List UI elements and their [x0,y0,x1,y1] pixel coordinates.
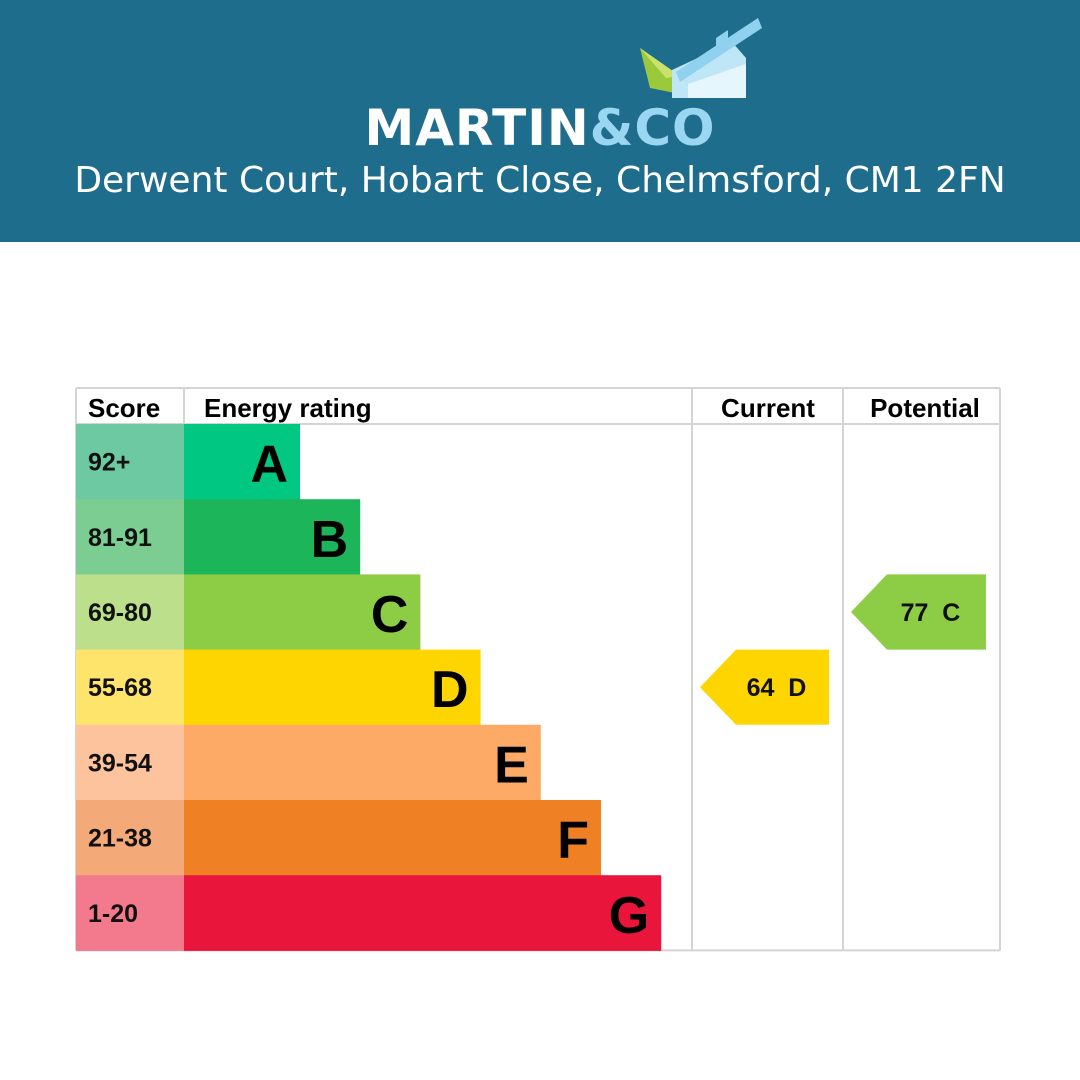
potential-rating-arrow-shape [851,574,986,650]
band-letter: E [494,736,529,794]
band-row-e: 39-54 E [76,724,541,801]
band-letter: F [557,812,589,870]
column-headers: Score Energy rating Current Potential [88,393,980,423]
score-cell [76,424,184,500]
house-logo-icon [640,18,762,98]
score-label: 39-54 [88,749,152,777]
score-label: 92+ [88,449,130,477]
score-cell [76,499,184,575]
score-label: 81-91 [88,524,152,552]
header-score: Score [88,393,160,423]
score-cell [76,574,184,651]
brand-logo-text: MARTIN&CO [0,96,1080,160]
band-letter: C [371,586,409,644]
score-label: 1-20 [88,900,138,928]
brand-ampersand: & [589,99,635,157]
current-rating-arrow-shape [700,649,829,725]
band-bar [184,649,481,726]
band-bar [184,499,361,575]
band-bar [184,424,300,500]
score-label: 55-68 [88,674,152,702]
header-potential: Potential [870,393,980,423]
current-rating-arrow-label: 64 D [747,674,807,702]
header-energy-rating: Energy rating [204,393,372,423]
score-cell [76,724,184,801]
band-bar [184,724,541,801]
brand-co: CO [634,99,716,157]
band-bar [184,574,421,651]
band-row-a: 92+ A [76,424,300,500]
band-letter: A [250,436,288,494]
band-row-b: 81-91 B [76,499,361,575]
potential-rating-arrow-label: 77 C [901,599,961,627]
score-cell [76,875,184,951]
band-letter: D [431,661,469,719]
band-row-c: 69-80 C [76,574,421,651]
rating-bands: 92+ A 81-91 B 69-80 C 55-68 D 39-54 E 21-38 F 1-20 G [76,424,662,951]
header-banner: MARTIN&CO Derwent Court, Hobart Close, C… [0,0,1080,242]
current-rating-arrow: 64 D [700,649,829,725]
header-current: Current [721,393,815,423]
band-row-d: 55-68 D [76,649,481,726]
property-address: Derwent Court, Hobart Close, Chelmsford,… [74,160,1006,201]
brand-martin: MARTIN [364,99,590,157]
rating-arrows: 64 D 77 C [700,574,986,725]
potential-rating-arrow: 77 C [851,574,986,650]
band-row-f: 21-38 F [76,800,601,876]
band-letter: B [311,511,349,569]
band-bar [184,800,601,876]
band-bar [184,875,662,951]
score-label: 69-80 [88,599,152,627]
score-cell [76,649,184,726]
band-letter: G [609,887,649,945]
band-row-g: 1-20 G [76,875,662,951]
score-cell [76,800,184,876]
score-label: 21-38 [88,825,152,853]
